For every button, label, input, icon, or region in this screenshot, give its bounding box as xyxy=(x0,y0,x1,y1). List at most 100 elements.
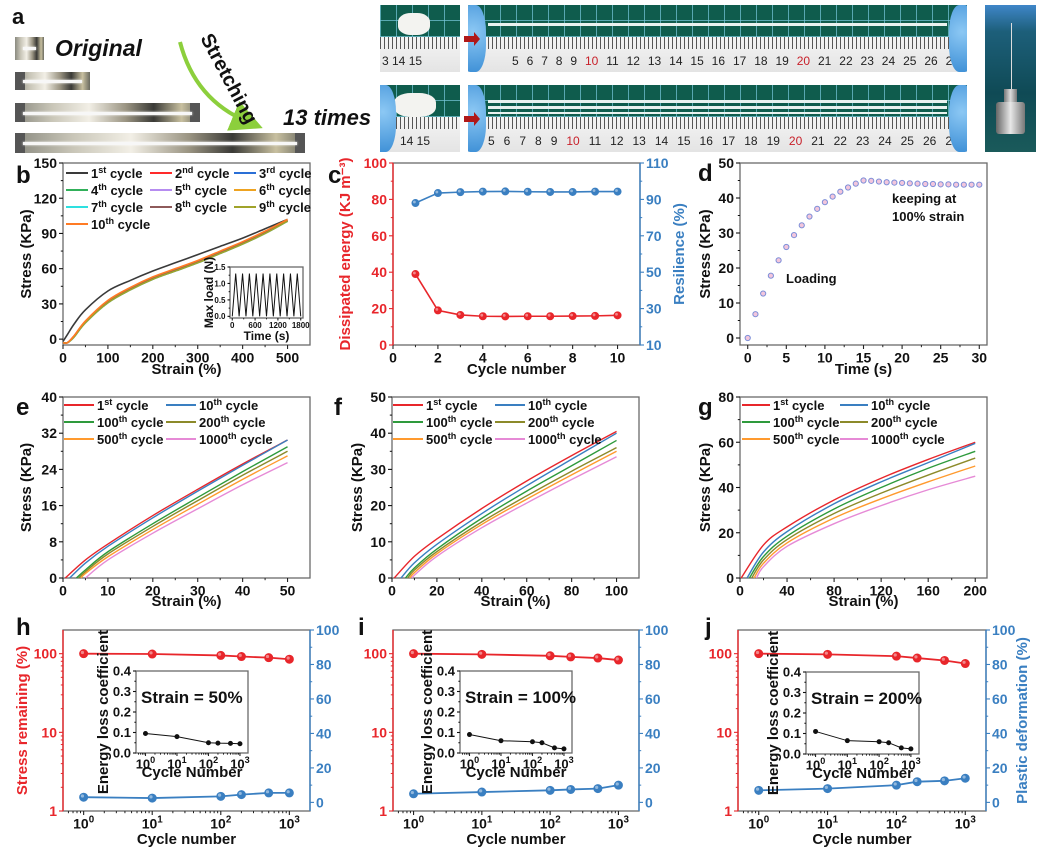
ruler-number: 10 xyxy=(584,54,599,68)
panel-c-data-marker xyxy=(456,188,465,197)
ruler-number: 21 xyxy=(818,54,832,68)
panel-c-marker-highlight xyxy=(547,189,551,193)
panel-d-data-point xyxy=(929,180,937,188)
panel-d-data-point xyxy=(922,180,929,188)
panel-c-ytick-right-label: 70 xyxy=(646,228,662,244)
panel-h-inset-data-marker xyxy=(142,731,148,737)
panel-c-marker-highlight xyxy=(413,271,416,275)
panel-g-series-100th-cycle xyxy=(748,450,976,579)
panel-d-data-point xyxy=(852,180,859,187)
photo-stretch-3 xyxy=(15,133,305,153)
ruler-number: 9 xyxy=(550,134,558,148)
panel-b-ytick-label: 120 xyxy=(34,190,58,206)
ruler-number: 23 xyxy=(855,134,870,148)
panel-h-marker-highlight xyxy=(80,794,85,798)
panel-j-data-marker xyxy=(940,655,950,665)
panel-h-strain-annotation: Strain = 50% xyxy=(141,688,243,707)
panel-i-inset-data-marker xyxy=(551,745,557,751)
panel-g-legend-label: 1000th cycle xyxy=(871,431,945,447)
panel-c-ytick-right-label: 110 xyxy=(646,155,669,171)
panel-j-inset-y-axis-label: Energy loss coefficient xyxy=(765,631,782,795)
panel-b-ytick-label: 0 xyxy=(49,331,57,347)
panel-b-legend-label: 9th cycle xyxy=(259,199,311,215)
panel-h-data-marker xyxy=(79,649,89,659)
panel-j-marker-highlight xyxy=(941,657,945,661)
panel-g-series-10th-cycle xyxy=(746,442,976,579)
panel-h-xtick-label: 102​ xyxy=(210,815,232,832)
panel-e-series-500th-cycle xyxy=(80,455,288,579)
panel-h-inset-x-axis-label: Cycle Number xyxy=(142,764,243,781)
panel-c-data-marker xyxy=(411,270,420,279)
panel-d-xtick-label: 25 xyxy=(933,349,949,365)
panel-i-ytick-label: 10 xyxy=(371,724,387,740)
panel-c-xtick-label: 8 xyxy=(569,349,577,365)
panel-c-data-marker xyxy=(501,312,510,321)
panel-i-marker-highlight xyxy=(615,782,619,786)
panel-c-data-marker xyxy=(546,187,555,196)
panel-f-ytick-label: 30 xyxy=(370,461,386,477)
panel-f-y-axis-label: Stress (KPa) xyxy=(349,443,366,532)
panel-b-xtick-label: 100 xyxy=(96,349,120,365)
panel-f-ytick-label: 20 xyxy=(370,498,386,514)
ruler-number: 25 xyxy=(903,54,917,68)
panel-b-inset-series-0 xyxy=(231,273,302,317)
panel-e-xtick-label: 10 xyxy=(100,582,116,598)
panel-h-label: h xyxy=(16,614,31,641)
panel-h-inset-ytick-label: 0.3 xyxy=(113,684,131,699)
panel-g-legend-label: 500th cycle xyxy=(773,431,839,447)
photo-ruler-top: 5678910111213141516171819202122232425262… xyxy=(468,5,967,72)
panel-i-marker-highlight xyxy=(410,650,414,655)
panel-b-legend-label: 10th cycle xyxy=(91,216,150,232)
panel-f-legend-label: 1st cycle xyxy=(426,397,477,413)
panel-h-data-marker xyxy=(284,788,294,798)
panel-b-xtick-label: 200 xyxy=(141,349,165,365)
panel-d-data-point xyxy=(898,179,906,187)
panel-d-data-point xyxy=(937,181,944,188)
panel-c-ytick-label: 100 xyxy=(364,155,388,171)
panel-h-inset-data-marker xyxy=(227,740,233,746)
panel-h-inset-ytick-label: 0.2 xyxy=(113,705,131,720)
panel-e-xtick-label: 50 xyxy=(280,582,296,598)
panel-j-x-axis-label: Cycle number xyxy=(812,831,911,848)
panel-j-inset-plot-frame xyxy=(805,671,920,755)
panel-b-inset-series-group xyxy=(231,273,302,317)
panel-i-marker-highlight xyxy=(479,651,483,655)
ruler-number: 23 xyxy=(860,54,874,68)
panel-b-ytick-label: 90 xyxy=(41,225,57,241)
panel-i-inset-xtick-label: 101​ xyxy=(491,755,511,771)
panel-i-inset-ytick-label: 0.0 xyxy=(437,746,455,761)
panel-g-xtick-label: 160 xyxy=(917,582,941,598)
panel-d-data-point xyxy=(860,177,867,184)
label-13-times: 13 times xyxy=(283,105,372,130)
panel-h-marker-highlight xyxy=(149,651,153,655)
panel-c-data-marker xyxy=(613,311,622,320)
panel-j-inset-data-marker xyxy=(886,740,892,746)
panel-d-data-point xyxy=(875,178,883,185)
panel-d-data-point xyxy=(821,199,829,206)
panel-f-xtick-label: 0 xyxy=(388,582,396,598)
panel-e-series-1st-cycle xyxy=(64,439,288,579)
panel-c-data-marker xyxy=(433,306,442,315)
panel-c-data-marker xyxy=(613,187,622,196)
panel-c-data-marker xyxy=(478,312,487,321)
red-arrow-right-icon xyxy=(464,32,480,46)
panel-c-data-marker xyxy=(568,312,577,321)
panel-i-inset-axes xyxy=(457,670,573,756)
panel-e-y-axis-label: Stress (KPa) xyxy=(18,443,35,532)
panel-e-ytick-label: 32 xyxy=(41,425,57,441)
panel-d-data-point xyxy=(798,222,805,229)
panel-i-x-axis-label: Cycle number xyxy=(466,831,565,848)
panel-d-data-point xyxy=(814,205,821,212)
photo-knot-before: 3 14 15 xyxy=(380,5,460,72)
panel-d-axes xyxy=(736,162,988,349)
ruler-number: 15 xyxy=(690,54,704,68)
panel-j-strain-annotation: Strain = 200% xyxy=(811,689,922,708)
panel-b-inset-ytick-label: 1.0 xyxy=(214,279,226,288)
panel-b-inset-ytick-label: 0.5 xyxy=(214,296,226,305)
panel-f-series-group xyxy=(393,430,617,579)
panel-j-data-marker xyxy=(912,653,922,663)
ruler-number: 8 xyxy=(555,54,563,68)
panel-i-data-marker xyxy=(545,651,555,661)
panel-f-series-1000th-cycle xyxy=(411,456,617,579)
panel-b-label: b xyxy=(16,162,31,189)
